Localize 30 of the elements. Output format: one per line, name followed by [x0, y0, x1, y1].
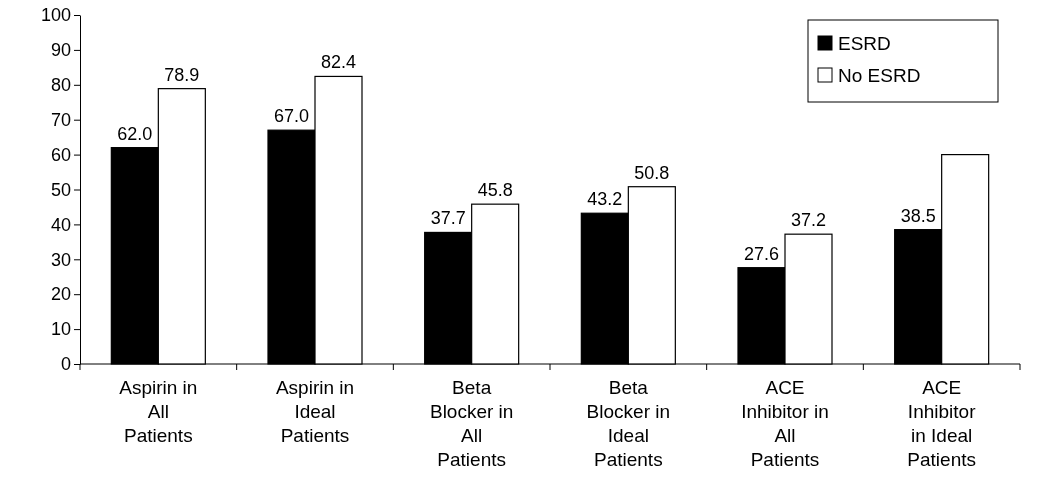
data-label: 82.4: [320, 52, 357, 73]
data-label: 62.0: [117, 123, 153, 144]
data-label: 67.0: [273, 106, 310, 127]
y-tick-label: 90: [50, 40, 71, 61]
x-tick-label: Beta Blocker in All Patients: [429, 377, 514, 470]
y-tick-label: 70: [50, 109, 71, 130]
y-tick-label: 100: [40, 5, 71, 26]
y-tick-label: 60: [50, 144, 71, 165]
y-tick-label: 10: [50, 319, 71, 340]
legend-label: No ESRD: [838, 65, 921, 86]
y-tick-label: 30: [50, 249, 71, 270]
y-tick-label: 20: [50, 284, 71, 305]
x-tick-label: ACE Inhibitor in Ideal Patients: [907, 377, 977, 470]
x-tick-label: Aspirin in Ideal Patients: [275, 377, 355, 446]
data-label: 27.6: [743, 243, 780, 264]
data-label: 38.5: [900, 205, 936, 226]
y-tick-label: 40: [50, 214, 71, 235]
data-label: 50.8: [634, 162, 670, 183]
y-tick-label: 50: [50, 179, 71, 200]
data-label: 45.8: [477, 180, 513, 201]
data-label: 78.9: [164, 64, 200, 85]
y-tick-label: 80: [50, 75, 71, 96]
data-label: 37.2: [790, 210, 827, 231]
data-label: 43.2: [587, 189, 623, 210]
x-tick-label: Beta Blocker in Ideal Patients: [586, 377, 671, 470]
x-tick-label: ACE Inhibitor in All Patients: [741, 377, 829, 470]
y-tick-label: 0: [60, 354, 71, 375]
legend-label: ESRD: [838, 33, 891, 54]
x-tick-label: Aspirin in All Patients: [119, 377, 198, 446]
data-label: 37.7: [430, 208, 466, 229]
